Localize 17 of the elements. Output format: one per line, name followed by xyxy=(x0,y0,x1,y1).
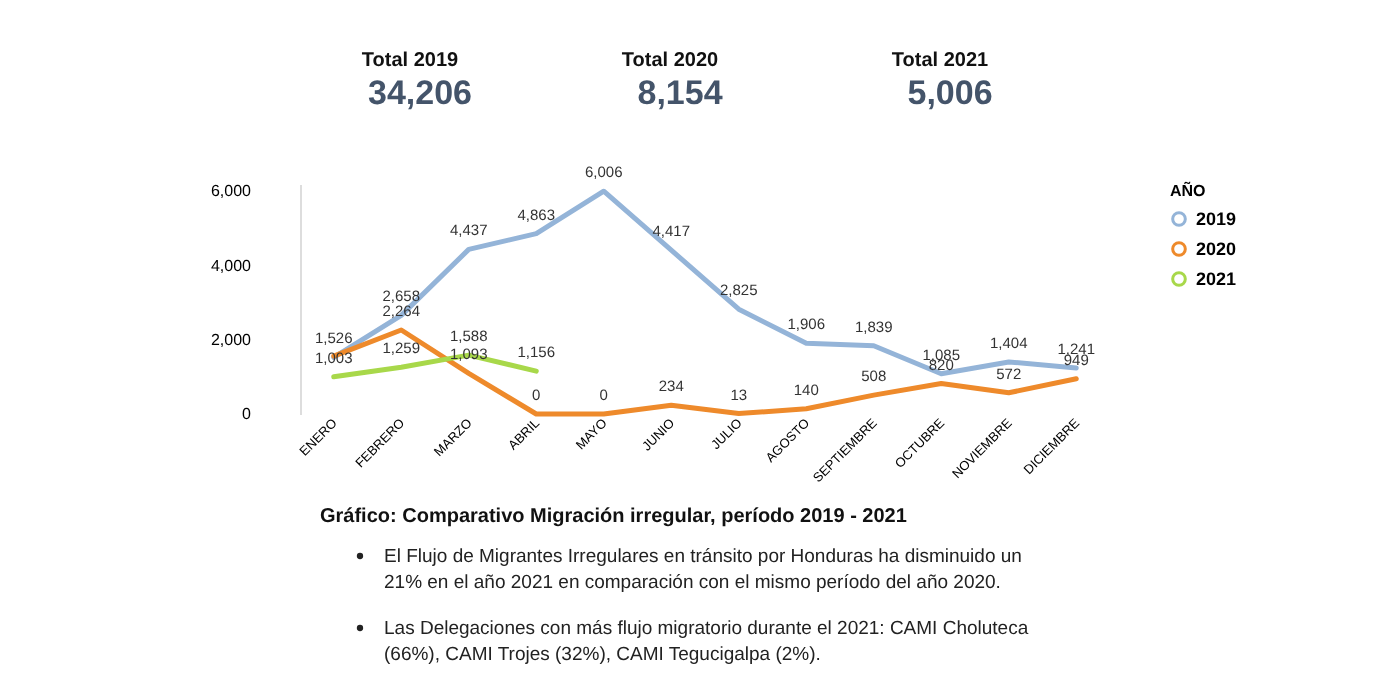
y-tick-label: 0 xyxy=(242,405,253,423)
legend-label: 2021 xyxy=(1196,269,1237,289)
text: Gráfico: Comparativo Migración irregular, período 2019 - 2021 xyxy=(320,506,908,528)
text: 34,206 xyxy=(368,74,472,112)
text: 8,154 xyxy=(637,74,724,112)
y-tick-label: 2,000 xyxy=(210,330,253,349)
text: Total 2021 xyxy=(891,50,990,72)
text: 5,006 xyxy=(907,74,993,112)
text: Las Delegaciones con más flujo migratorio durante el 2021: CAMI Choluteca (66%), CAMI Trojes (32%), CAMI Tegucigalpa (2%). xyxy=(384,618,1030,666)
y-tick-label: 4,000 xyxy=(210,256,253,275)
y-tick-label: 6,000 xyxy=(210,182,253,201)
legend-label: 2019 xyxy=(1196,209,1237,229)
text: Total 2020 xyxy=(621,50,720,72)
text: El Flujo de Migrantes Irregulares en tránsito por Honduras ha disminuido un 21% en el año 2021 en comparación con el mismo período del año 2020. xyxy=(384,546,1022,594)
text: Total 2019 xyxy=(361,50,460,72)
legend-title: AÑO xyxy=(1170,180,1206,200)
legend-label: 2020 xyxy=(1196,239,1237,259)
